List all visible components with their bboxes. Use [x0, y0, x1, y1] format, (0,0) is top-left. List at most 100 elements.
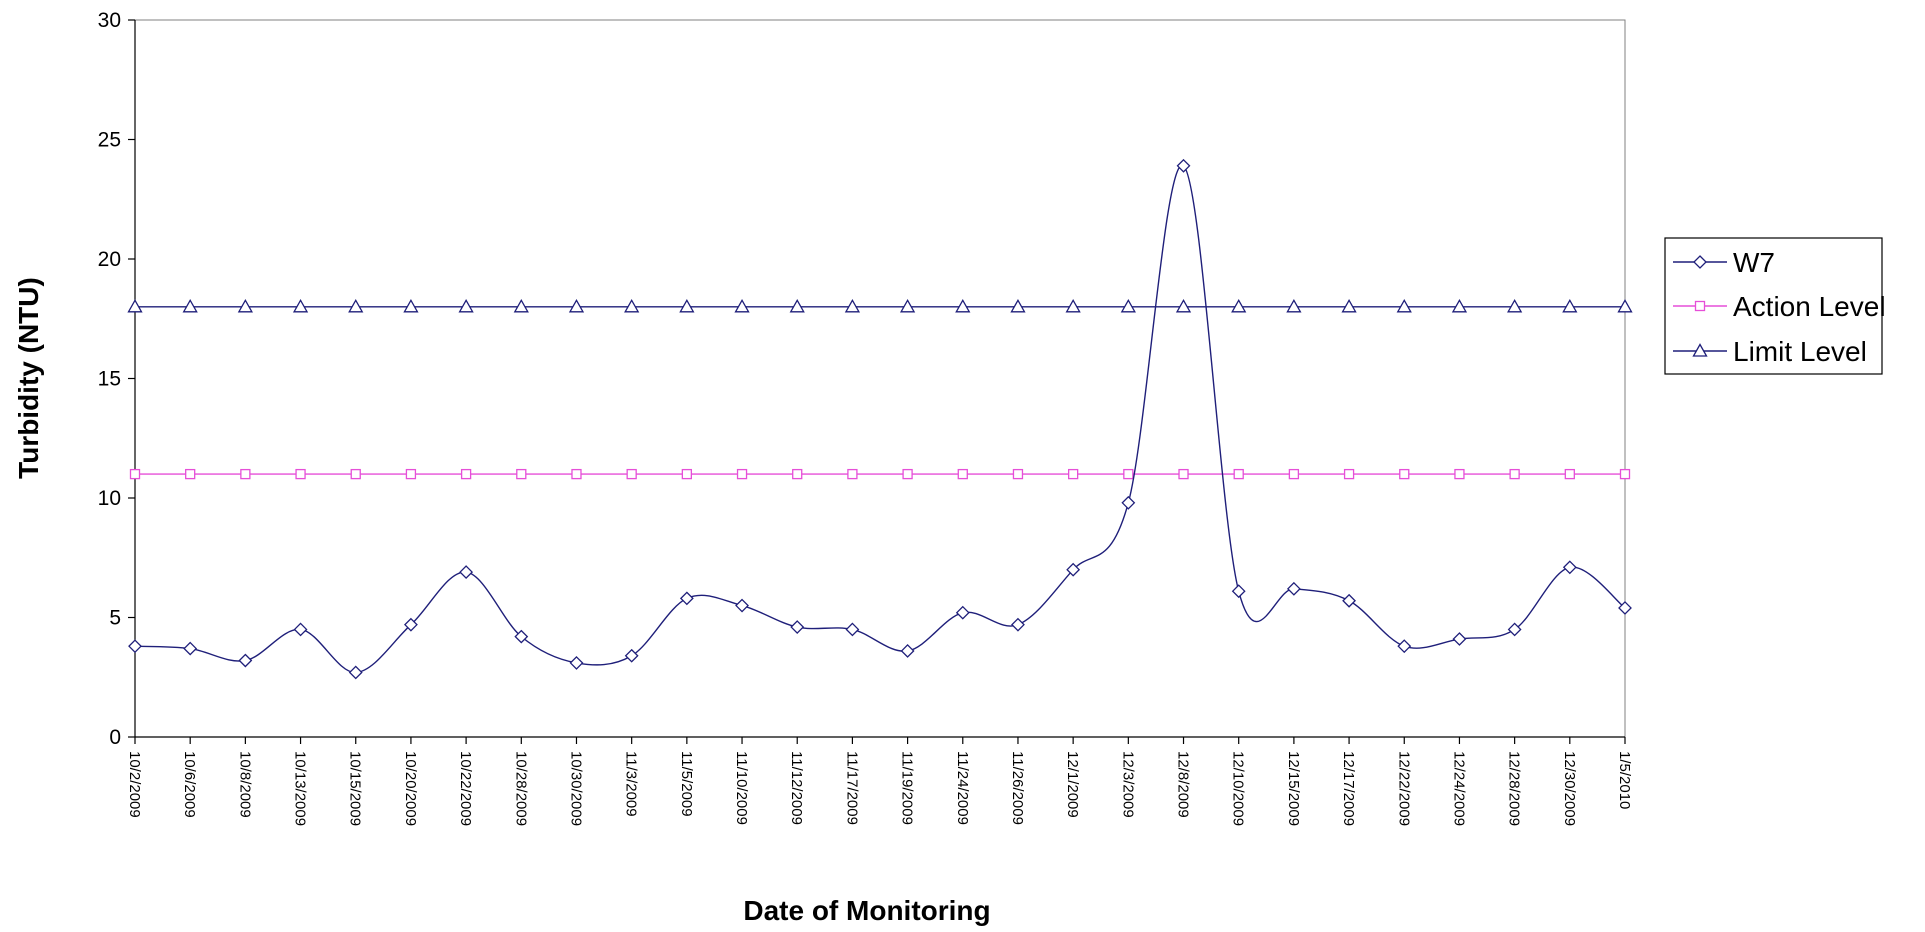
data-point-w7 — [514, 629, 529, 644]
x-tick-label: 12/15/2009 — [1285, 751, 1302, 826]
x-tick-label: 12/8/2009 — [1175, 751, 1192, 818]
legend-label-action-level: Action Level — [1733, 291, 1886, 322]
data-point-action-level — [1454, 468, 1465, 480]
data-point-action-level — [185, 468, 196, 480]
legend-label-w7: W7 — [1733, 247, 1775, 278]
x-tick-label: 10/20/2009 — [402, 751, 419, 826]
data-point-limit-level — [844, 298, 861, 313]
data-point-action-level — [1509, 468, 1520, 480]
data-point-w7 — [1066, 562, 1081, 577]
data-point-w7 — [1507, 622, 1522, 637]
data-point-action-level — [350, 468, 361, 480]
x-tick-label: 10/30/2009 — [567, 751, 584, 826]
data-point-w7 — [1562, 560, 1577, 575]
x-tick-label: 10/8/2009 — [236, 751, 253, 818]
data-point-action-level — [902, 468, 913, 480]
data-point-w7 — [1286, 581, 1301, 596]
x-tick-label: 12/3/2009 — [1119, 751, 1136, 818]
y-axis-title: Turbidity (NTU) — [13, 277, 44, 479]
x-tick-label: 10/22/2009 — [457, 751, 474, 826]
x-tick-label: 12/10/2009 — [1230, 751, 1247, 826]
data-point-w7 — [679, 591, 694, 606]
data-point-action-level — [240, 468, 251, 480]
y-tick-label: 10 — [98, 487, 121, 510]
data-point-action-level — [1343, 468, 1355, 480]
data-point-limit-level — [182, 298, 198, 313]
data-point-limit-level — [955, 298, 971, 313]
data-point-limit-level — [513, 298, 529, 313]
data-point-limit-level — [1507, 298, 1523, 313]
data-point-limit-level — [568, 298, 585, 313]
data-point-limit-level — [1010, 298, 1026, 313]
data-point-w7 — [624, 648, 639, 663]
data-point-action-level — [1178, 468, 1189, 480]
x-tick-label: 11/3/2009 — [623, 751, 640, 817]
data-point-action-level — [295, 468, 306, 480]
data-point-w7 — [1011, 617, 1025, 632]
data-point-action-level — [1067, 468, 1079, 480]
data-point-action-level — [847, 468, 858, 480]
data-point-limit-level — [348, 298, 364, 313]
x-tick-label: 10/28/2009 — [512, 751, 529, 826]
data-point-action-level — [736, 468, 748, 480]
data-point-action-level — [571, 468, 582, 480]
data-point-limit-level — [1562, 298, 1578, 313]
data-point-w7 — [569, 655, 584, 670]
x-tick-label: 12/30/2009 — [1561, 751, 1578, 826]
data-point-limit-level — [292, 298, 309, 313]
data-point-action-level — [1123, 468, 1134, 480]
data-point-limit-level — [237, 298, 253, 313]
x-tick-label: 12/22/2009 — [1395, 751, 1412, 826]
series-layer — [127, 158, 1633, 680]
data-point-limit-level — [403, 298, 419, 313]
plot-area — [134, 19, 1626, 738]
y-tick-label: 0 — [109, 726, 121, 749]
data-point-limit-level — [1065, 298, 1081, 313]
data-point-limit-level — [1341, 298, 1357, 313]
data-point-limit-level — [734, 298, 750, 313]
y-tick-label: 15 — [98, 368, 121, 391]
x-tick-label: 1/5/2010 — [1616, 751, 1633, 809]
series-w7 — [128, 158, 1632, 680]
x-tick-label: 10/13/2009 — [292, 751, 309, 826]
x-axis-title: Date of Monitoring — [743, 895, 990, 926]
data-point-w7 — [790, 620, 805, 634]
legend-marker-limit-level — [1692, 343, 1708, 357]
data-point-w7 — [1342, 593, 1356, 608]
x-tick-label: 12/28/2009 — [1506, 751, 1523, 826]
series-limit-level — [127, 298, 1633, 313]
x-tick-label: 12/24/2009 — [1450, 751, 1467, 826]
x-tick-label: 11/26/2009 — [1009, 751, 1026, 825]
data-point-w7 — [900, 644, 915, 658]
y-tick-label: 5 — [109, 607, 121, 630]
data-point-action-level — [1012, 468, 1024, 480]
x-axis-ticks: 10/2/2009 10/6/2009 10/8/2009 10/13/2009 10/… — [126, 737, 1633, 826]
x-tick-label: 12/17/2009 — [1340, 751, 1357, 826]
data-point-w7 — [183, 641, 198, 656]
data-point-w7 — [293, 622, 308, 637]
data-point-limit-level — [1451, 298, 1468, 313]
x-tick-label: 11/12/2009 — [788, 751, 805, 825]
data-point-limit-level — [1396, 298, 1412, 313]
data-point-action-level — [1399, 468, 1410, 480]
data-point-w7 — [1397, 639, 1412, 654]
data-point-action-level — [1288, 468, 1300, 480]
data-point-action-level — [681, 468, 693, 480]
legend-marker-w7 — [1693, 255, 1707, 269]
data-point-limit-level — [679, 298, 695, 313]
x-tick-label: 11/17/2009 — [843, 751, 860, 825]
data-point-limit-level — [789, 298, 805, 313]
data-point-action-level — [516, 468, 527, 480]
x-tick-label: 10/6/2009 — [181, 751, 198, 818]
data-point-w7 — [238, 653, 253, 668]
data-point-action-level — [405, 468, 417, 480]
data-point-action-level — [626, 468, 637, 480]
data-point-limit-level — [1175, 298, 1192, 313]
data-point-w7 — [404, 617, 418, 632]
y-tick-label: 30 — [98, 9, 121, 32]
data-point-w7 — [128, 639, 142, 654]
data-point-w7 — [1452, 632, 1467, 646]
data-point-w7 — [1176, 158, 1191, 173]
